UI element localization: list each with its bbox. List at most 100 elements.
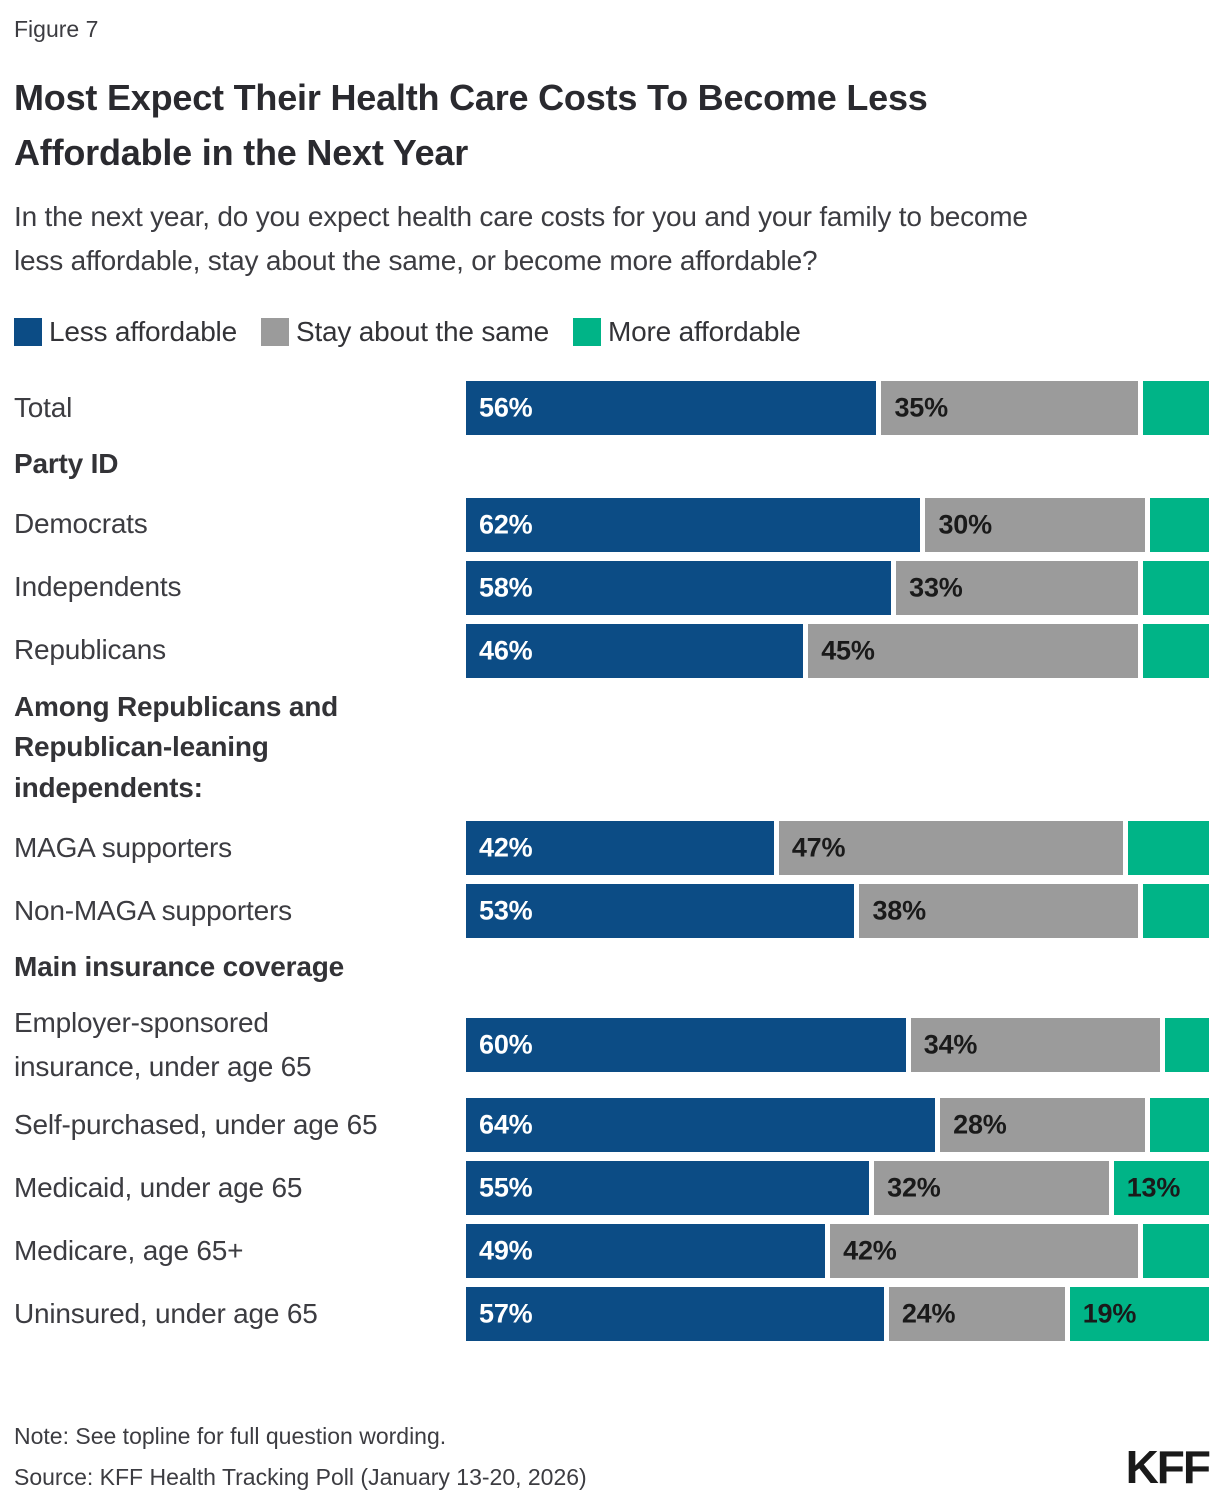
legend-swatch-stay-about-the-same: [260, 317, 289, 346]
row-label: Democrats: [14, 508, 148, 540]
section-header: Main insurance coverage: [14, 951, 344, 983]
bar-segment-more-affordable: [1150, 497, 1209, 552]
row-label: MAGA supporters: [14, 832, 232, 864]
bar-segment-stay-about-the-same: 24%: [888, 1287, 1065, 1342]
stacked-bar: 60% 34%: [466, 1018, 1209, 1073]
bar-value-label: 42%: [479, 832, 533, 863]
bar-segment-less-affordable: 55%: [466, 1161, 870, 1216]
note-text: Note: See topline for full question word…: [14, 1422, 447, 1449]
bar-segment-more-affordable: [1143, 884, 1209, 939]
stacked-bar: 62% 30%: [466, 497, 1209, 552]
bar-value-label: 62%: [479, 509, 533, 540]
kff-logo: KFF: [1125, 1441, 1211, 1493]
chart-row: Republicans 46% 45%: [14, 623, 1209, 678]
stacked-bar: 49% 42%: [466, 1224, 1209, 1279]
bar-value-label: 19%: [1082, 1298, 1137, 1329]
row-label: Independents: [14, 571, 182, 603]
chart-row: Medicare, age 65+ 49% 42%: [14, 1224, 1209, 1279]
bar-segment-less-affordable: 62%: [466, 497, 921, 552]
row-label: Total: [14, 391, 73, 423]
row-label: Medicaid, under age 65: [14, 1172, 303, 1204]
legend-swatch-less-affordable: [14, 317, 42, 346]
bar-segment-less-affordable: 60%: [466, 1018, 906, 1073]
bar-segment-more-affordable: [1128, 821, 1209, 876]
bar-segment-stay-about-the-same: 32%: [874, 1161, 1109, 1216]
chart-row: MAGA supporters 42% 47%: [14, 821, 1209, 876]
bar-segment-less-affordable: 42%: [466, 821, 774, 876]
bar-value-label: 53%: [479, 895, 533, 926]
bar-value-label: 38%: [872, 895, 926, 926]
legend: Less affordable Stay about the same More a…: [14, 316, 1209, 348]
bar-value-label: 32%: [887, 1172, 941, 1203]
bar-segment-more-affordable: [1143, 623, 1209, 678]
bar-value-label: 60%: [479, 1029, 533, 1060]
bar-value-label: 30%: [938, 509, 992, 540]
bar-segment-more-affordable: 13%: [1113, 1161, 1210, 1216]
figure-label: Figure 7: [14, 16, 99, 42]
chart-subtitle: In the next year, do you expect health c…: [14, 201, 1028, 276]
row-label: Self-purchased, under age 65: [14, 1109, 378, 1141]
bar-segment-stay-about-the-same: 38%: [859, 884, 1139, 939]
row-label: Republicans: [14, 634, 166, 666]
bar-segment-less-affordable: 49%: [466, 1224, 826, 1279]
chart-title: Most Expect Their Health Care Costs To B…: [14, 76, 928, 174]
chart-row: Medicaid, under age 65 55% 32% 13%: [14, 1161, 1210, 1216]
bar-segment-more-affordable: [1150, 1098, 1209, 1153]
bar-segment-more-affordable: 19%: [1069, 1287, 1209, 1342]
bar-value-label: 47%: [791, 832, 846, 863]
chart-row: Democrats 62% 30%: [14, 497, 1209, 552]
section-header: Among Republicans and Republican-leaning…: [14, 690, 339, 803]
chart-row: Employer-sponsored insurance, under age …: [14, 1001, 1209, 1089]
stacked-bar: 42% 47%: [466, 821, 1209, 876]
chart-row: Non-MAGA supporters 53% 38%: [14, 884, 1209, 939]
bar-segment-stay-about-the-same: 30%: [925, 497, 1146, 552]
bar-segment-less-affordable: 46%: [466, 623, 804, 678]
bar-value-label: 56%: [479, 392, 533, 423]
bar-segment-less-affordable: 64%: [466, 1098, 936, 1153]
bar-segment-stay-about-the-same: 42%: [830, 1224, 1139, 1279]
legend-label: More affordable: [608, 315, 801, 347]
row-label: Employer-sponsored insurance, under age …: [14, 1006, 312, 1083]
bar-segment-more-affordable: [1165, 1018, 1209, 1073]
footer: Note: See topline for full question word…: [14, 1422, 1211, 1493]
bar-segment-more-affordable: [1143, 380, 1209, 435]
stacked-bar: 57% 24% 19%: [466, 1287, 1209, 1342]
stacked-bar: 58% 33%: [466, 560, 1209, 615]
stacked-bar: 55% 32% 13%: [466, 1161, 1210, 1216]
bar-value-label: 46%: [479, 635, 533, 666]
bar-segment-less-affordable: 56%: [466, 380, 877, 435]
row-label: Medicare, age 65+: [14, 1235, 244, 1267]
chart-row: Total 56% 35%: [14, 380, 1209, 435]
chart: Total 56% 35% Party ID Democrats 62% 30% Indepe…: [14, 380, 1210, 1350]
row-label: Uninsured, under age 65: [14, 1298, 318, 1330]
bar-value-label: 13%: [1126, 1172, 1181, 1203]
legend-label: Stay about the same: [295, 315, 549, 347]
stacked-bar: 53% 38%: [466, 884, 1209, 939]
chart-row: Self-purchased, under age 65 64% 28%: [14, 1098, 1209, 1153]
bar-segment-less-affordable: 58%: [466, 560, 892, 615]
bar-value-label: 64%: [479, 1109, 533, 1140]
stacked-bar: 64% 28%: [466, 1098, 1209, 1153]
chart-row: Uninsured, under age 65 57% 24% 19%: [14, 1287, 1209, 1342]
bar-segment-more-affordable: [1143, 560, 1209, 615]
legend-item-stay-about-the-same: Stay about the same: [260, 315, 549, 348]
bar-value-label: 42%: [843, 1235, 897, 1266]
legend-swatch-more-affordable: [573, 317, 601, 346]
bar-segment-stay-about-the-same: 45%: [808, 623, 1139, 678]
bar-value-label: 58%: [479, 572, 533, 603]
footer-text: Note: See topline for full question word…: [14, 1422, 587, 1493]
section-header: Party ID: [14, 447, 119, 479]
legend-item-more-affordable: More affordable: [573, 316, 801, 348]
legend-label: Less affordable: [49, 315, 237, 347]
chart-row: Independents 58% 33%: [14, 560, 1209, 615]
bar-segment-stay-about-the-same: 34%: [910, 1018, 1161, 1073]
bar-value-label: 57%: [479, 1298, 533, 1329]
bar-value-label: 45%: [821, 635, 875, 666]
bar-value-label: 24%: [901, 1298, 956, 1329]
bar-segment-stay-about-the-same: 33%: [896, 560, 1139, 615]
bar-value-label: 35%: [894, 392, 948, 423]
bar-value-label: 34%: [923, 1029, 978, 1060]
bar-segment-more-affordable: [1143, 1224, 1209, 1279]
source-text: Source: KFF Health Tracking Poll (Januar…: [14, 1464, 587, 1491]
bar-value-label: 49%: [479, 1235, 533, 1266]
